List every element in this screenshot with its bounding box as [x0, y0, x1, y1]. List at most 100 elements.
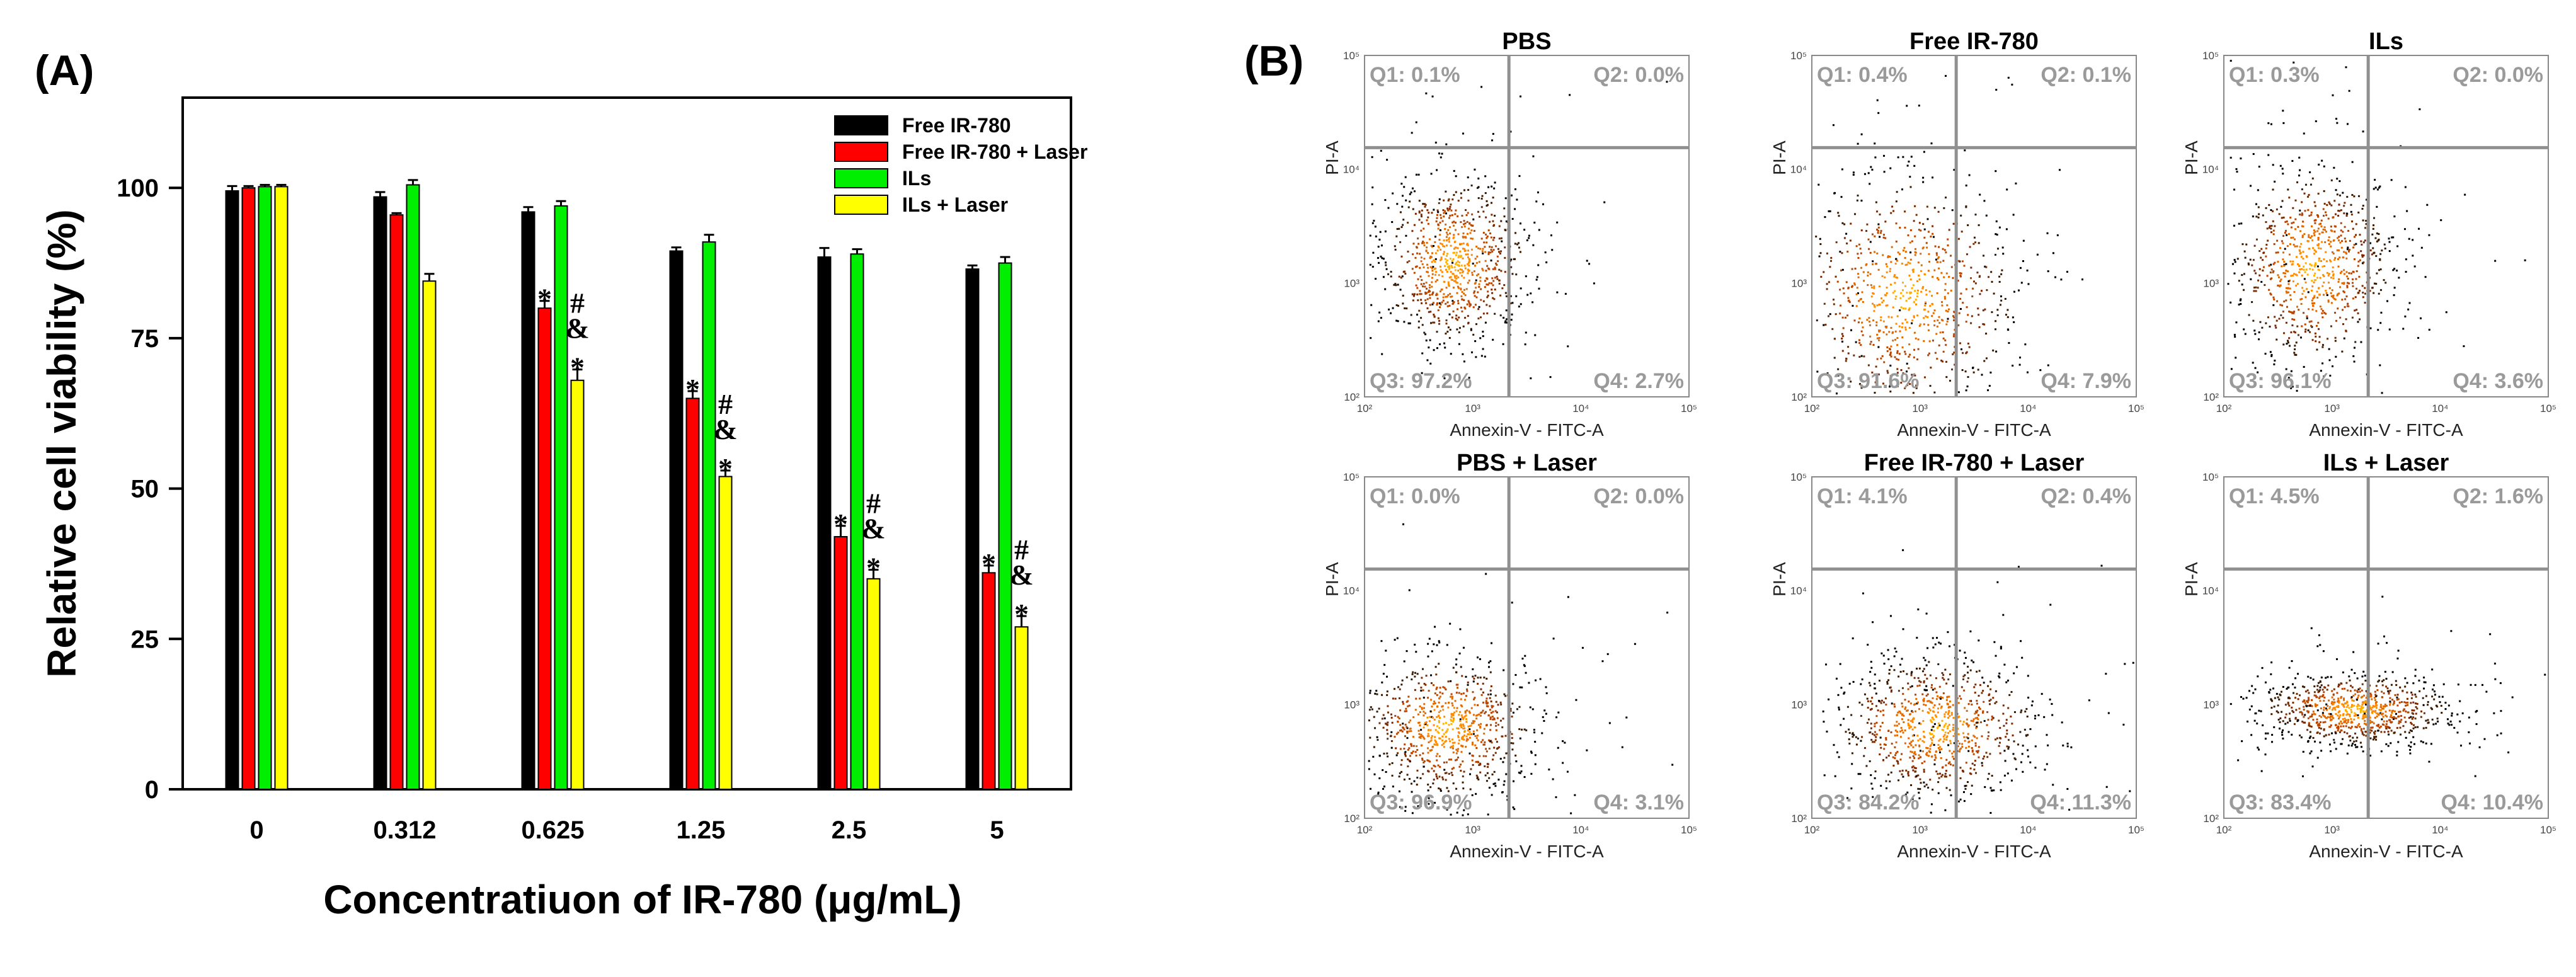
bar-free-ir-780-laser-0.625 [537, 307, 552, 791]
quadrant-q4-label: Q4: 2.7% [1593, 369, 1684, 393]
x-axis-tick: 10⁴ [2432, 403, 2448, 414]
flow-plot-y-axis-label: PI-A [2182, 562, 2201, 597]
flow-plot-free-ir-780-laser: Q1: 4.1% Q2: 0.4% Q3: 84.2% Q4: 11.3% Free I… [1770, 450, 2144, 861]
y-tick-label: 0 [145, 776, 159, 804]
x-axis-tick: 10² [2216, 403, 2232, 414]
bar-free-ir-780-1.25 [669, 250, 684, 791]
flow-plot-events [2230, 595, 2546, 777]
flow-plot-ils: Q1: 0.3% Q2: 0.0%Q3: 96.1% Q4: 3.6%ILs10²1… [2182, 28, 2556, 440]
flow-plot-y-axis-label: PI-A [1770, 562, 1789, 597]
y-axis-tick: 10³ [1344, 277, 1360, 289]
y-axis-tick: 10⁴ [1790, 585, 1807, 597]
y-axis-tick: 10⁴ [2202, 585, 2219, 597]
x-tick-label: 5 [990, 816, 1004, 844]
quadrant-q2-label: Q2: 0.4% [2041, 484, 2131, 508]
quadrant-q3-label: Q3: 96.1% [2229, 369, 2332, 393]
y-axis-tick: 10⁴ [1790, 164, 1807, 176]
quadrant-q1-label: Q1: 0.1% [1370, 63, 1460, 87]
x-tick-label: 2.5 [832, 816, 867, 844]
y-tick-label: 50 [131, 476, 159, 503]
quadrant-q2-label: Q2: 0.1% [2041, 63, 2131, 87]
panel-a-x-ticks: 0 0.312 0.625 1.25 2.5 5 [249, 816, 1004, 844]
bar-ils-laser-1.25 [718, 476, 733, 791]
flow-plot-frame [2223, 55, 2549, 397]
x-axis-tick: 10³ [1465, 824, 1480, 836]
panel-a-significance-marks: * #&** #&**#&* * #&* [537, 283, 1034, 630]
quadrant-q2-label: Q2: 1.6% [2453, 484, 2543, 508]
y-axis-tick: 10⁵ [2202, 471, 2219, 483]
quadrant-q3-label: Q3: 97.2% [1370, 369, 1472, 393]
x-axis-tick: 10² [1357, 824, 1373, 836]
flow-plot-frame [1364, 476, 1690, 819]
panel-a-plot-frame [181, 96, 1072, 791]
flow-plot-x-axis-label: Annexin-V - FITC-A [2309, 842, 2463, 861]
quadrant-q1-label: Q1: 0.0% [1370, 484, 1460, 508]
significance-mark: * [833, 508, 848, 540]
x-axis-tick: 10⁵ [2540, 824, 2556, 836]
y-axis-tick: 10⁵ [1343, 471, 1360, 483]
legend-swatch [834, 195, 888, 215]
y-axis-tick: 10⁴ [1343, 585, 1360, 597]
quadrant-q1-label: Q1: 0.4% [1817, 63, 1908, 87]
y-axis-tick: 10³ [1344, 699, 1360, 711]
x-axis-tick: 10⁵ [2128, 403, 2144, 414]
x-axis-tick: 10⁵ [2540, 403, 2556, 414]
flow-plot-x-axis-label: Annexin-V - FITC-A [1450, 842, 1604, 861]
y-axis-tick: 10² [2203, 391, 2219, 403]
panel-a-legend: Free IR-780 Free IR-780 + Laser ILs ILs + L… [834, 114, 1087, 216]
x-axis-tick: 10³ [1465, 403, 1480, 414]
flow-plot-x-axis-label: Annexin-V - FITC-A [1450, 420, 1604, 440]
panel-b-label: (B) [1244, 37, 1303, 85]
bar-free-ir-780-laser-0 [241, 187, 256, 790]
flow-plot-title: Free IR-780 [1909, 28, 2039, 55]
significance-mark: * [1014, 598, 1029, 630]
flow-plot-y-axis-label: PI-A [1322, 562, 1342, 597]
significance-mark: * [982, 547, 996, 580]
x-tick-label: 0 [249, 816, 263, 844]
flow-plot-title: PBS + Laser [1457, 450, 1597, 476]
significance-mark: * [570, 351, 585, 384]
y-axis-tick: 10⁵ [1790, 471, 1807, 483]
y-axis-tick: 10² [1344, 813, 1360, 825]
quadrant-q4-label: Q4: 10.4% [2441, 791, 2543, 814]
bar-free-ir-780-0.625 [521, 211, 535, 790]
x-axis-tick: 10⁵ [1681, 403, 1697, 414]
legend-label: ILs [902, 167, 931, 190]
x-axis-tick: 10² [1804, 403, 1820, 414]
y-axis-tick: 10⁵ [1790, 50, 1807, 62]
panel-b-flow-cytometry: (B) Q1: 0.1% Q2: 0.0% Q3: 97.2% Q4: 2.7% PBS… [1244, 28, 2556, 861]
quadrant-q2-label: Q2: 0.0% [1593, 63, 1684, 87]
significance-mark: * [718, 452, 733, 484]
quadrant-q3-label: Q3: 91.6% [1817, 369, 1920, 393]
flow-plot-y-axis-label: PI-A [1770, 140, 1789, 175]
flow-plot-free-ir-780: Q1: 0.4% Q2: 0.1% Q3: 91.6% Q4: 7.9% Free IR… [1770, 28, 2144, 440]
quadrant-q2-label: Q2: 0.0% [2453, 63, 2543, 87]
x-axis-tick: 10² [1357, 403, 1373, 414]
legend-label: Free IR-780 + Laser [902, 140, 1087, 163]
quadrant-q4-label: Q4: 11.3% [2030, 791, 2131, 814]
panel-b-plots: Q1: 0.1% Q2: 0.0%Q3: 97.2% Q4: 2.7%PBS10²1… [1322, 28, 2556, 861]
flow-plot-frame [1811, 476, 2137, 819]
y-axis-tick: 10⁴ [1343, 164, 1360, 176]
significance-mark: & [713, 413, 737, 445]
legend-swatch [834, 115, 888, 135]
bar-free-ir-780-laser-5 [982, 572, 996, 790]
significance-mark: & [861, 513, 885, 545]
bar-ils-0.625 [554, 205, 568, 791]
bar-ils-laser-0 [274, 186, 289, 791]
flow-plot-x-axis-label: Annexin-V - FITC-A [1897, 420, 2051, 440]
bar-free-ir-780-laser-1.25 [685, 397, 700, 790]
significance-mark: & [565, 312, 589, 345]
bar-ils-laser-5 [1014, 626, 1029, 790]
quadrant-q4-label: Q4: 3.6% [2453, 369, 2543, 393]
x-tick-label: 0.312 [373, 816, 436, 844]
panel-a-bars [225, 179, 1029, 791]
y-axis-tick: 10³ [1791, 277, 1807, 289]
significance-mark: * [685, 373, 700, 405]
y-axis-tick: 10² [1791, 391, 1807, 403]
flow-plot-frame [1811, 55, 2137, 397]
x-axis-tick: 10⁴ [2020, 824, 2036, 836]
flow-plot-events [1368, 523, 1674, 816]
y-axis-tick: 10⁵ [1343, 50, 1360, 62]
flow-plot-frame [2223, 476, 2549, 819]
